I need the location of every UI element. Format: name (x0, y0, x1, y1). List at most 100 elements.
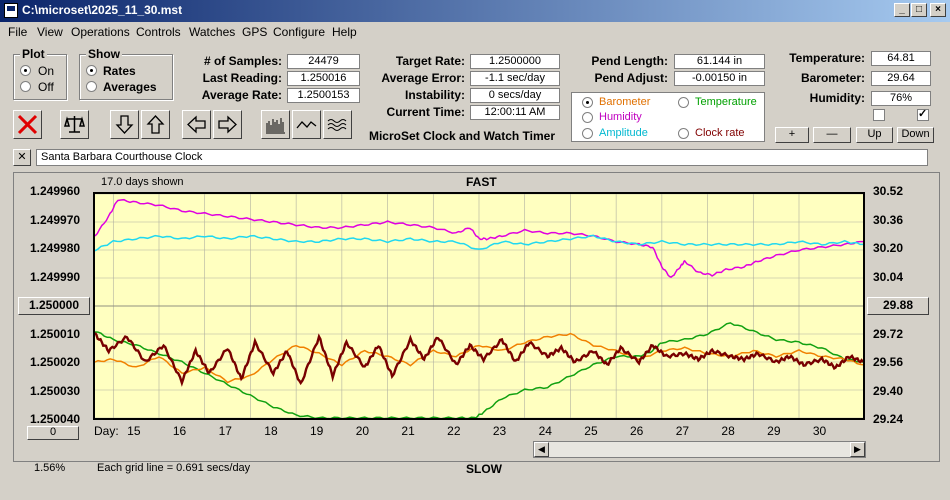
average-rate-field: 1.2500153 (287, 88, 360, 103)
x-tick-label: 18 (264, 424, 278, 438)
pend-adjust-label: Pend Adjust: (594, 71, 668, 85)
plot-group: Plot (13, 47, 67, 100)
pend-adjust-field: -0.00150 in (674, 71, 765, 86)
temperature-field: 64.81 (871, 51, 931, 66)
scroll-right-button[interactable]: ▶ (850, 442, 865, 457)
amplitude-radio[interactable] (582, 128, 593, 139)
menu-watches[interactable]: Watches (189, 25, 236, 39)
balance-scale-icon (64, 116, 85, 133)
humidity-radio[interactable] (582, 112, 593, 123)
x-tick-label: 15 (127, 424, 141, 438)
chart-scrollbar[interactable]: ◀ ▶ (533, 441, 866, 458)
x-tick-label: 25 (584, 424, 598, 438)
current-time-field: 12:00:11 AM (470, 105, 560, 120)
menu-gps[interactable]: GPS (242, 25, 268, 39)
offset-button[interactable]: 0 (27, 426, 79, 440)
plot-off-radio[interactable] (20, 81, 31, 92)
minus-button[interactable]: — (813, 127, 851, 143)
menu-controls[interactable]: Controls (136, 25, 181, 39)
menu-view[interactable]: View (37, 25, 63, 39)
slow-label: SLOW (466, 462, 502, 476)
days-shown-label: 17.0 days shown (101, 176, 184, 188)
clear-notes-button[interactable]: ✕ (13, 149, 31, 166)
target-rate-field[interactable]: 1.2500000 (470, 54, 560, 69)
minimize-button[interactable]: _ (894, 3, 910, 17)
menu-configure[interactable]: Configure (273, 25, 326, 39)
average-error-field: -1.1 sec/day (470, 71, 560, 86)
x-tick-label: 24 (538, 424, 552, 438)
wave-view-button[interactable] (323, 110, 352, 139)
maximize-button[interactable]: □ (911, 3, 927, 17)
temperature-radio[interactable] (678, 97, 689, 108)
show-averages-radio[interactable] (86, 81, 97, 92)
percent-label: 1.56% (34, 462, 66, 474)
grid-note: Each grid line = 0.691 secs/day (97, 462, 251, 474)
instability-label: Instability: (404, 88, 465, 102)
target-rate-label: Target Rate: (395, 54, 465, 68)
show-averages-label: Averages (103, 80, 157, 94)
average-error-label: Average Error: (381, 71, 465, 85)
shift-down-button[interactable] (110, 110, 139, 139)
plot-on-label: On (38, 64, 55, 78)
down-button[interactable]: Down (897, 127, 934, 143)
show-rates-radio[interactable] (86, 65, 97, 76)
shift-right-button[interactable] (213, 110, 242, 139)
left-tick-label: 1.250010 (30, 326, 81, 341)
up-button[interactable]: Up (856, 127, 893, 143)
barometer-radio[interactable] (582, 97, 593, 108)
arrow-up-icon (146, 115, 165, 134)
plot-group-title: Plot (20, 47, 47, 61)
pend-length-label: Pend Length: (591, 54, 668, 68)
arrow-left-icon: ◀ (538, 444, 545, 454)
plot-on-radio[interactable] (20, 65, 31, 76)
shift-up-button[interactable] (141, 110, 170, 139)
series-temperature (95, 322, 863, 418)
x-tick-label: 19 (310, 424, 324, 438)
checkbox-left[interactable] (873, 109, 885, 121)
right-tick-label: 29.56 (873, 355, 904, 369)
title-bar: C:\microset\2025_11_30.mst _ □ × (0, 0, 950, 22)
line-view-button[interactable] (292, 110, 321, 139)
menu-operations[interactable]: Operations (71, 25, 130, 39)
plus-button[interactable]: + (775, 127, 809, 143)
humidity-field: 76% (871, 91, 931, 106)
right-tick-label: 30.52 (873, 184, 904, 198)
clock-rate-radio[interactable] (678, 128, 689, 139)
red-x-icon (17, 114, 38, 135)
left-tick-label: 1.250020 (30, 355, 81, 369)
arrow-right-icon: ▶ (854, 444, 861, 454)
scroll-left-button[interactable]: ◀ (534, 442, 549, 457)
close-window-button[interactable]: × (930, 3, 946, 17)
series-amplitude (95, 234, 863, 252)
shift-left-button[interactable] (182, 110, 211, 139)
right-tick-label: 29.24 (873, 412, 904, 426)
center-rate-button[interactable]: 1.250000 (18, 297, 90, 315)
app-icon (4, 3, 18, 18)
fast-label: FAST (466, 175, 497, 189)
arrow-right-icon (218, 115, 237, 134)
show-group-title: Show (86, 47, 122, 61)
humidity-option: Humidity (599, 111, 642, 123)
left-tick-label: 1.250040 (30, 412, 81, 426)
menu-help[interactable]: Help (332, 25, 357, 39)
center-param-button[interactable]: 29.88 (867, 297, 929, 315)
right-tick-label: 30.04 (873, 269, 904, 284)
series-humidity (95, 198, 863, 278)
bars-view-button[interactable] (261, 110, 290, 139)
series-clock-rate (95, 332, 863, 387)
x-tick-label: 21 (401, 424, 415, 438)
calibrate-button[interactable] (60, 110, 89, 139)
x-tick-label: 17 (218, 424, 232, 438)
x-tick-label: 26 (630, 424, 644, 438)
pend-length-field: 61.144 in (674, 54, 765, 69)
notes-field[interactable]: Santa Barbara Courthouse Clock (36, 149, 928, 166)
last-reading-field: 1.250016 (287, 71, 360, 86)
stop-button[interactable] (13, 110, 42, 139)
bar-graph-icon (266, 118, 285, 134)
checkbox-right[interactable] (917, 107, 929, 121)
x-tick-label: 27 (675, 424, 690, 438)
menu-file[interactable]: File (8, 25, 28, 39)
left-tick-label: 1.249960 (30, 184, 81, 198)
left-tick-label: 1.249990 (30, 269, 81, 284)
parameter-selector (571, 92, 765, 142)
